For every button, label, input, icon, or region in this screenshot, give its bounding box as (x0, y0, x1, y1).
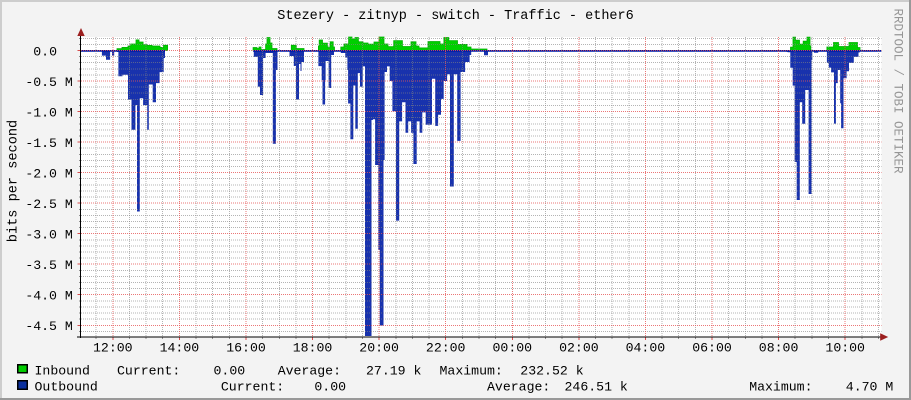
svg-text:08:00: 08:00 (759, 340, 799, 355)
svg-text:20:00: 20:00 (359, 340, 399, 355)
svg-text:-2.5 M: -2.5 M (25, 197, 73, 212)
svg-text:-3.0 M: -3.0 M (25, 228, 73, 243)
svg-text:0.0: 0.0 (33, 44, 57, 59)
svg-text:RRDTOOL / TOBI OETIKER: RRDTOOL / TOBI OETIKER (891, 8, 905, 174)
svg-text:18:00: 18:00 (293, 340, 333, 355)
svg-text:bits per second: bits per second (7, 120, 22, 242)
svg-text:06:00: 06:00 (692, 340, 732, 355)
svg-text:4.70 M: 4.70 M (846, 380, 894, 395)
svg-text:-0.5 M: -0.5 M (25, 75, 73, 90)
svg-text:Outbound: Outbound (35, 380, 98, 395)
svg-text:Inbound: Inbound (35, 364, 90, 379)
svg-text:232.52 k: 232.52 k (520, 364, 583, 379)
svg-text:Average:: Average: (278, 364, 341, 379)
svg-text:12:00: 12:00 (93, 340, 133, 355)
svg-text:Current:: Current: (117, 364, 180, 379)
svg-text:-1.5 M: -1.5 M (25, 136, 73, 151)
svg-text:27.19 k: 27.19 k (366, 364, 421, 379)
svg-text:-1.0 M: -1.0 M (25, 105, 73, 120)
svg-text:Maximum:: Maximum: (749, 380, 812, 395)
svg-text:16:00: 16:00 (226, 340, 266, 355)
svg-text:246.51 k: 246.51 k (565, 380, 628, 395)
svg-text:04:00: 04:00 (626, 340, 666, 355)
svg-text:14:00: 14:00 (160, 340, 200, 355)
svg-text:Stezery - zitnyp - switch - Tr: Stezery - zitnyp - switch - Traffic - et… (277, 9, 633, 24)
svg-text:-3.5 M: -3.5 M (25, 258, 73, 273)
svg-text:Current:: Current: (221, 380, 284, 395)
svg-text:0.00: 0.00 (214, 364, 246, 379)
svg-text:-4.5 M: -4.5 M (25, 319, 73, 334)
svg-text:-4.0 M: -4.0 M (25, 289, 73, 304)
svg-text:Average:: Average: (487, 380, 550, 395)
svg-text:02:00: 02:00 (559, 340, 599, 355)
svg-text:Maximum:: Maximum: (440, 364, 503, 379)
svg-text:00:00: 00:00 (493, 340, 533, 355)
svg-text:0.00: 0.00 (314, 380, 346, 395)
svg-text:22:00: 22:00 (426, 340, 466, 355)
svg-text:10:00: 10:00 (825, 340, 865, 355)
svg-text:-2.0 M: -2.0 M (25, 166, 73, 181)
